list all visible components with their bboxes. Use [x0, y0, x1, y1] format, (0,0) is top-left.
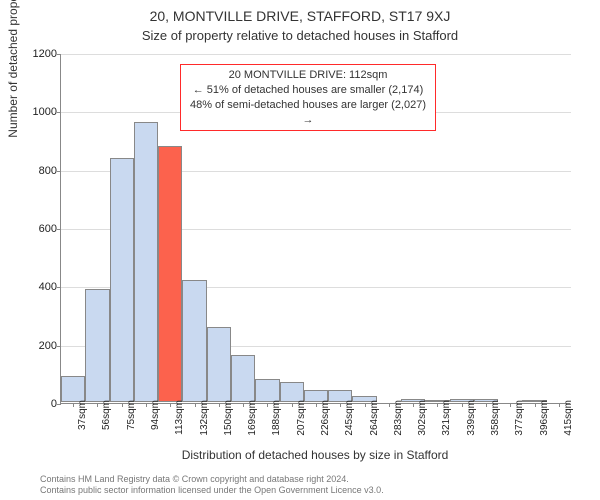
x-tick-label: 415sqm: [563, 400, 574, 436]
x-tick-label: 396sqm: [539, 400, 550, 436]
x-tick-label: 321sqm: [441, 400, 452, 436]
bar: [110, 158, 134, 402]
x-tick-label: 75sqm: [126, 400, 137, 430]
x-tick-mark: [97, 403, 98, 407]
highlight-info-box: 20 MONTVILLE DRIVE: 112sqm ← 51% of deta…: [180, 64, 436, 131]
y-tick-label: 400: [21, 281, 57, 293]
y-tick-mark: [57, 229, 61, 230]
info-line-3: 48% of semi-detached houses are larger (…: [187, 98, 429, 128]
page-title: 20, MONTVILLE DRIVE, STAFFORD, ST17 9XJ: [0, 0, 600, 24]
bar: [280, 382, 304, 402]
bar-highlight: [158, 146, 182, 402]
y-tick-mark: [57, 171, 61, 172]
y-tick-label: 600: [21, 223, 57, 235]
y-tick-label: 800: [21, 165, 57, 177]
x-tick-mark: [486, 403, 487, 407]
x-tick-label: 264sqm: [369, 400, 380, 436]
bar: [85, 289, 109, 402]
x-tick-mark: [146, 403, 147, 407]
chart-plot-area: 02004006008001000120037sqm56sqm75sqm94sq…: [60, 54, 570, 404]
x-tick-label: 207sqm: [296, 400, 307, 436]
y-axis-label: Number of detached properties: [6, 0, 20, 230]
x-tick-mark: [170, 403, 171, 407]
x-tick-mark: [122, 403, 123, 407]
x-tick-mark: [340, 403, 341, 407]
x-tick-label: 358sqm: [490, 400, 501, 436]
x-tick-mark: [195, 403, 196, 407]
x-tick-mark: [462, 403, 463, 407]
y-tick-mark: [57, 54, 61, 55]
bar: [231, 355, 255, 402]
y-tick-mark: [57, 404, 61, 405]
info-line-2: ← 51% of detached houses are smaller (2,…: [187, 83, 429, 98]
y-tick-mark: [57, 346, 61, 347]
x-tick-mark: [292, 403, 293, 407]
x-tick-mark: [267, 403, 268, 407]
bar: [134, 122, 158, 402]
x-tick-label: 283sqm: [393, 400, 404, 436]
footer-line-1: Contains HM Land Registry data © Crown c…: [40, 474, 590, 485]
bar: [61, 376, 85, 402]
x-tick-mark: [73, 403, 74, 407]
x-tick-label: 339sqm: [466, 400, 477, 436]
x-tick-mark: [389, 403, 390, 407]
footer-line-2: Contains public sector information licen…: [40, 485, 590, 496]
bar: [255, 379, 279, 402]
gridline: [61, 54, 571, 55]
y-tick-mark: [57, 112, 61, 113]
chart-container: 20, MONTVILLE DRIVE, STAFFORD, ST17 9XJ …: [0, 0, 600, 500]
x-tick-label: 302sqm: [417, 400, 428, 436]
x-tick-mark: [243, 403, 244, 407]
x-tick-mark: [535, 403, 536, 407]
bar: [182, 280, 206, 403]
x-tick-label: 94sqm: [150, 400, 161, 430]
x-tick-mark: [413, 403, 414, 407]
x-axis-label: Distribution of detached houses by size …: [60, 448, 570, 462]
x-tick-mark: [316, 403, 317, 407]
x-tick-label: 37sqm: [77, 400, 88, 430]
x-tick-label: 169sqm: [247, 400, 258, 436]
y-tick-label: 1200: [21, 48, 57, 60]
x-tick-label: 377sqm: [514, 400, 525, 436]
info-line-1: 20 MONTVILLE DRIVE: 112sqm: [187, 68, 429, 83]
y-tick-label: 200: [21, 340, 57, 352]
bar: [207, 327, 231, 402]
x-tick-mark: [437, 403, 438, 407]
x-tick-label: 226sqm: [320, 400, 331, 436]
x-tick-label: 113sqm: [174, 400, 185, 435]
x-tick-label: 56sqm: [101, 400, 112, 430]
x-tick-label: 150sqm: [223, 400, 234, 436]
x-tick-label: 132sqm: [199, 400, 210, 436]
footer-attribution: Contains HM Land Registry data © Crown c…: [40, 474, 590, 497]
x-tick-mark: [559, 403, 560, 407]
y-tick-label: 1000: [21, 106, 57, 118]
x-tick-mark: [510, 403, 511, 407]
x-tick-mark: [219, 403, 220, 407]
chart-subtitle: Size of property relative to detached ho…: [0, 24, 600, 43]
x-tick-label: 245sqm: [344, 400, 355, 436]
y-tick-mark: [57, 287, 61, 288]
y-tick-label: 0: [21, 398, 57, 410]
x-tick-mark: [365, 403, 366, 407]
x-tick-label: 188sqm: [271, 400, 282, 436]
